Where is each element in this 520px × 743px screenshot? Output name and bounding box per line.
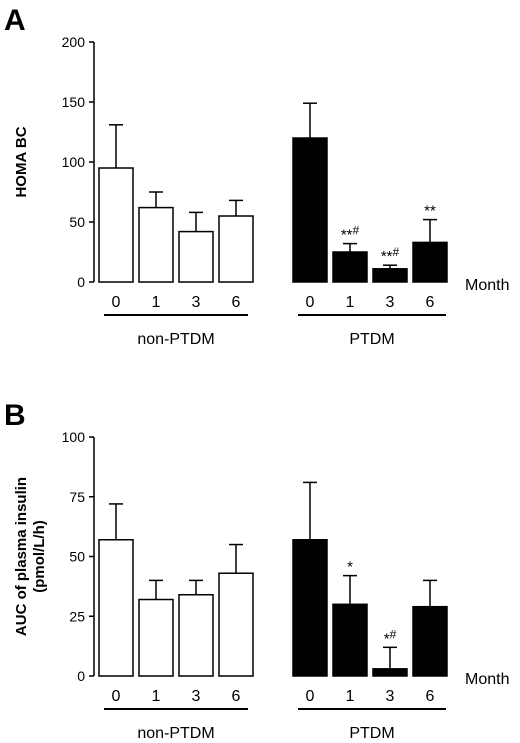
bar	[218, 572, 254, 677]
x-tick-label: 0	[306, 294, 315, 311]
y-axis-title: HOMA BC	[13, 126, 30, 197]
bar	[218, 215, 254, 283]
x-tick-label: 6	[232, 688, 241, 705]
x-tick-label: 0	[112, 688, 121, 705]
x-tick-label: 3	[192, 688, 201, 705]
bar	[372, 668, 408, 677]
x-tick-label: 3	[386, 294, 395, 311]
y-tick-label: 75	[69, 489, 85, 505]
bar	[178, 593, 214, 677]
group-label: non-PTDM	[137, 331, 214, 348]
x-tick-label: 6	[232, 294, 241, 311]
x-tick-label: 3	[192, 294, 201, 311]
y-tick-label: 25	[69, 608, 85, 624]
y-tick-label: 0	[77, 668, 85, 684]
panel-b: B AUC of plasma insulin (pmol/L/h) 0 25 50 75 1…	[4, 399, 509, 742]
bar	[292, 539, 328, 677]
bar	[332, 251, 368, 283]
y-tick-label: 0	[77, 274, 85, 290]
x-tick-label: 1	[346, 294, 355, 311]
group-label: PTDM	[349, 725, 394, 742]
x-tick-label: 6	[426, 294, 435, 311]
x-axis-unit-label: Month	[465, 671, 509, 688]
y-tick-label: 200	[62, 34, 86, 50]
x-tick-label: 0	[112, 294, 121, 311]
panel-a: A HOMA BC 0 50 100 150 200 0 1 3 6 non-PTDM 0 1 **# 3 **…	[4, 4, 509, 348]
bar	[292, 137, 328, 283]
x-tick-label: 1	[152, 688, 161, 705]
y-axis-title: AUC of plasma insulin	[13, 477, 30, 636]
y-tick-label: 100	[62, 429, 86, 445]
significance-label: **#	[341, 224, 360, 244]
bar	[138, 206, 174, 283]
x-tick-label: 0	[306, 688, 315, 705]
y-tick-label: 100	[62, 154, 86, 170]
bar	[332, 603, 368, 677]
significance-label: *	[347, 559, 353, 576]
y-tick-label: 50	[69, 214, 85, 230]
x-tick-label: 1	[346, 688, 355, 705]
bar	[98, 167, 134, 283]
group-label: PTDM	[349, 331, 394, 348]
bar	[372, 268, 408, 283]
panel-letter: B	[4, 399, 26, 432]
significance-label: **	[424, 203, 436, 220]
bar	[98, 539, 134, 677]
panel-letter: A	[4, 4, 26, 37]
y-tick-label: 150	[62, 94, 86, 110]
bar	[178, 230, 214, 283]
y-axis-subtitle: (pmol/L/h)	[31, 520, 48, 592]
x-tick-label: 3	[386, 688, 395, 705]
significance-label: *#	[384, 627, 397, 647]
x-tick-label: 6	[426, 688, 435, 705]
bar	[138, 598, 174, 677]
bar	[412, 605, 448, 677]
y-tick-label: 50	[69, 549, 85, 565]
significance-label: **#	[381, 245, 400, 265]
x-axis-unit-label: Month	[465, 277, 509, 294]
bar	[412, 241, 448, 283]
x-tick-label: 1	[152, 294, 161, 311]
group-label: non-PTDM	[137, 725, 214, 742]
